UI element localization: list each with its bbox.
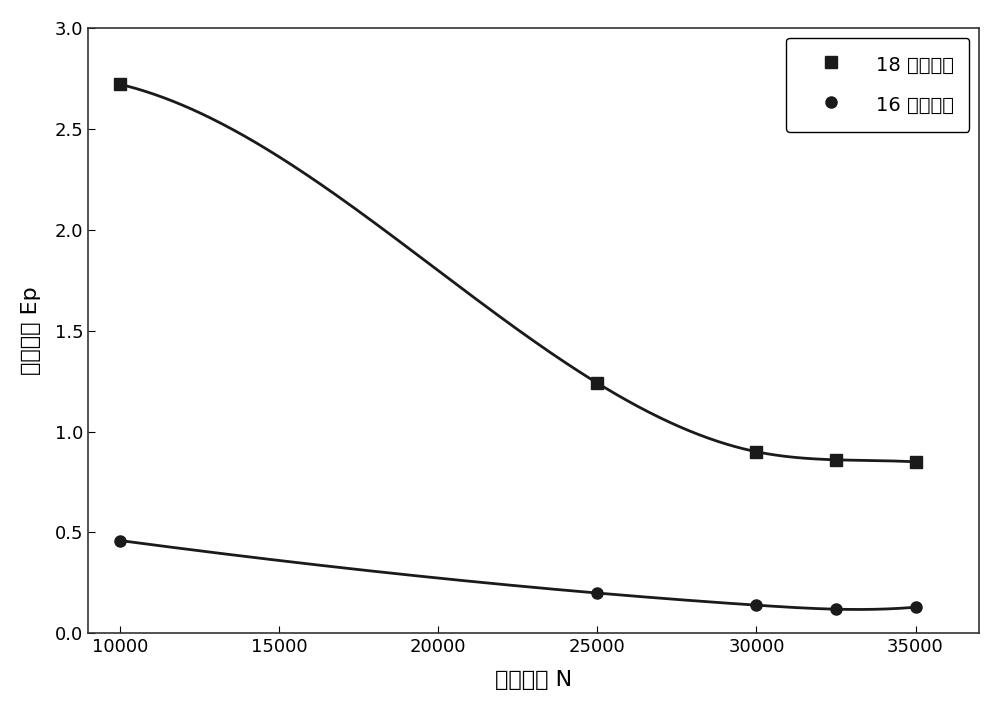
16 个神经元 — [750, 601, 762, 609]
Y-axis label: 总体误差 Ep: 总体误差 Ep — [21, 287, 41, 375]
16 个神经元 — [830, 605, 842, 614]
X-axis label: 迭代次数 N: 迭代次数 N — [495, 670, 572, 690]
Line: 16 个神经元: 16 个神经元 — [115, 535, 921, 615]
18 个神经元 — [750, 447, 762, 456]
16 个神经元 — [591, 589, 603, 597]
16 个神经元 — [114, 536, 126, 545]
Line: 18 个神经元: 18 个神经元 — [115, 79, 921, 467]
Legend: 18 个神经元, 16 个神经元: 18 个神经元, 16 个神经元 — [786, 38, 969, 132]
18 个神经元 — [910, 458, 922, 466]
18 个神经元 — [830, 456, 842, 464]
18 个神经元 — [591, 379, 603, 387]
16 个神经元 — [910, 603, 922, 611]
18 个神经元 — [114, 80, 126, 89]
